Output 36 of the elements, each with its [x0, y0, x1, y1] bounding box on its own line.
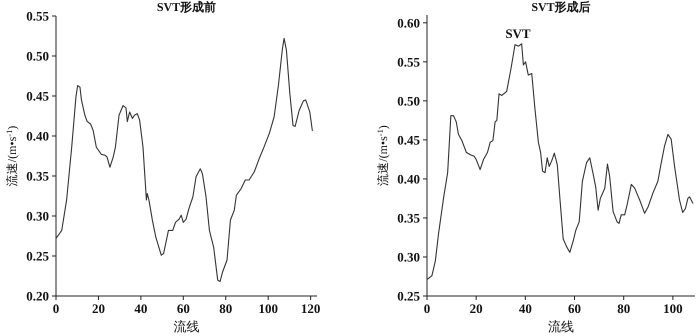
x-tick-label: 40: [134, 301, 148, 316]
x-tick-label: 100: [663, 301, 683, 316]
y-tick-label: 0.35: [397, 210, 420, 226]
x-tick-label: 20: [470, 301, 483, 316]
y-tick-label: 0.25: [26, 248, 50, 264]
y-tick-label: 0.30: [26, 208, 49, 224]
x-tick-label: 60: [568, 301, 582, 316]
x-tick-label: 100: [258, 301, 278, 316]
y-tick-label: 0.35: [26, 168, 50, 184]
y-tick-label: 0.55: [397, 54, 420, 70]
x-tick-label: 80: [219, 301, 232, 316]
line-series: [426, 43, 694, 280]
x-axis-title: 流线: [548, 319, 574, 334]
annotation: SVT: [505, 26, 531, 41]
x-tick-label: 60: [176, 301, 190, 316]
x-tick-label: 120: [300, 301, 320, 316]
x-tick-label: 40: [518, 301, 532, 316]
y-tick-label: 0.55: [26, 8, 50, 24]
x-axis-title: 流线: [174, 319, 200, 334]
y-tick-label: 0.45: [397, 132, 420, 148]
x-tick-label: 80: [617, 301, 630, 316]
chart-title: SVT形成前: [156, 0, 216, 14]
chart-title: SVT形成后: [531, 0, 591, 14]
y-tick-label: 0.40: [397, 171, 420, 186]
y-tick-label: 0.30: [397, 249, 420, 264]
y-tick-label: 0.45: [26, 88, 50, 104]
y-tick-label: 0.50: [26, 48, 49, 64]
x-tick-label: 20: [92, 301, 105, 316]
y-tick-label: 0.40: [26, 128, 49, 144]
y-tick-label: 0.25: [397, 288, 420, 304]
x-tick-label: 0: [424, 301, 430, 316]
y-tick-label: 0.20: [26, 288, 49, 304]
y-tick-label: 0.50: [397, 93, 420, 108]
y-tick-label: 0.60: [397, 15, 420, 30]
x-tick-label: 0: [52, 301, 60, 316]
line-series: [55, 38, 313, 282]
